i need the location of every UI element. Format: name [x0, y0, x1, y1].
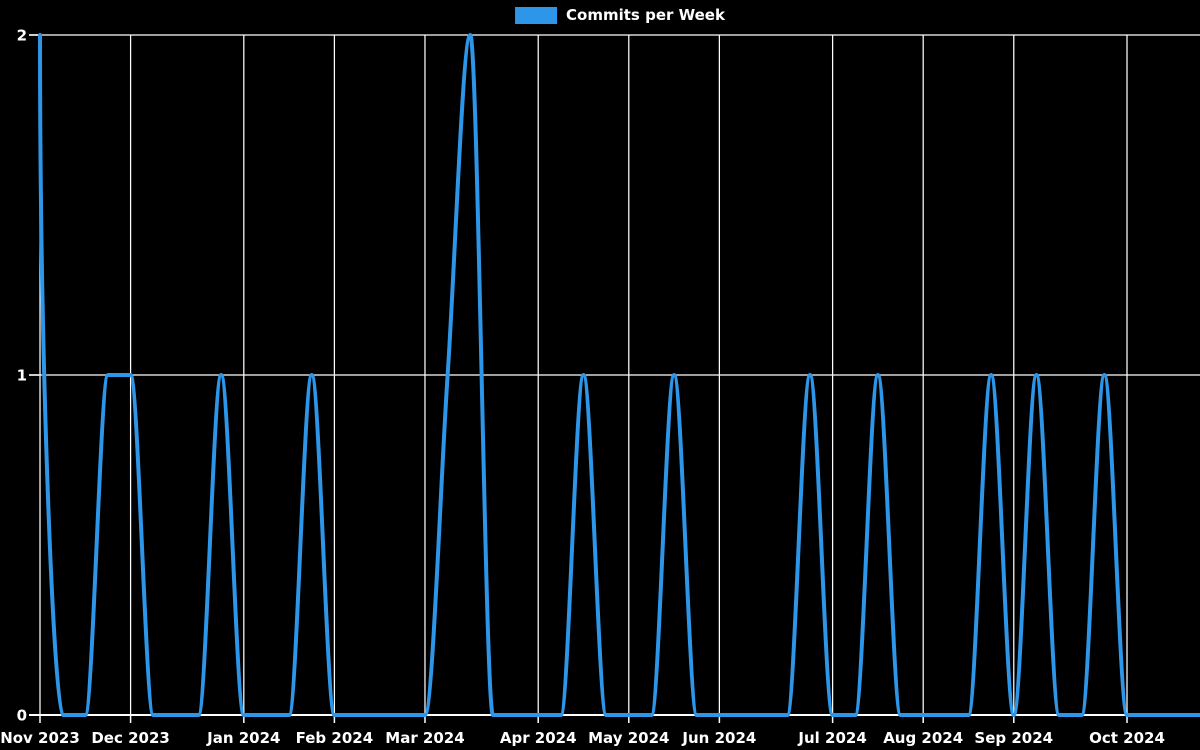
legend-swatch [515, 6, 558, 24]
x-axis-label: Apr 2024 [500, 729, 577, 747]
x-axis-label: Dec 2023 [91, 729, 170, 747]
axis-ticks [29, 34, 1128, 723]
y-axis-label: 0 [17, 707, 27, 725]
axis-labels: 0 1 2 Nov 2023 Dec 2023 Jan 2024 Feb 2024 Mar 2… [0, 27, 1165, 748]
x-axis-label: Oct 2024 [1089, 729, 1165, 747]
x-axis-label: Jul 2024 [797, 729, 866, 747]
y-axis-label: 1 [17, 367, 27, 385]
x-axis-label: Jan 2024 [206, 729, 280, 747]
x-axis-label: Mar 2024 [385, 729, 464, 747]
x-axis-label: Nov 2023 [0, 729, 80, 747]
x-axis-label: Sep 2024 [974, 729, 1053, 747]
gridlines [29, 34, 1200, 716]
chart-legend: Commits per Week [515, 6, 725, 24]
y-axis-label: 2 [17, 27, 27, 45]
legend-label: Commits per Week [566, 6, 725, 24]
x-axis-label: Feb 2024 [296, 729, 374, 747]
series-group [38, 33, 1200, 717]
commits-line-series [38, 33, 1200, 717]
x-axis-label: May 2024 [588, 729, 669, 747]
x-axis-label: Jun 2024 [681, 729, 756, 747]
x-axis-label: Aug 2024 [883, 729, 963, 747]
